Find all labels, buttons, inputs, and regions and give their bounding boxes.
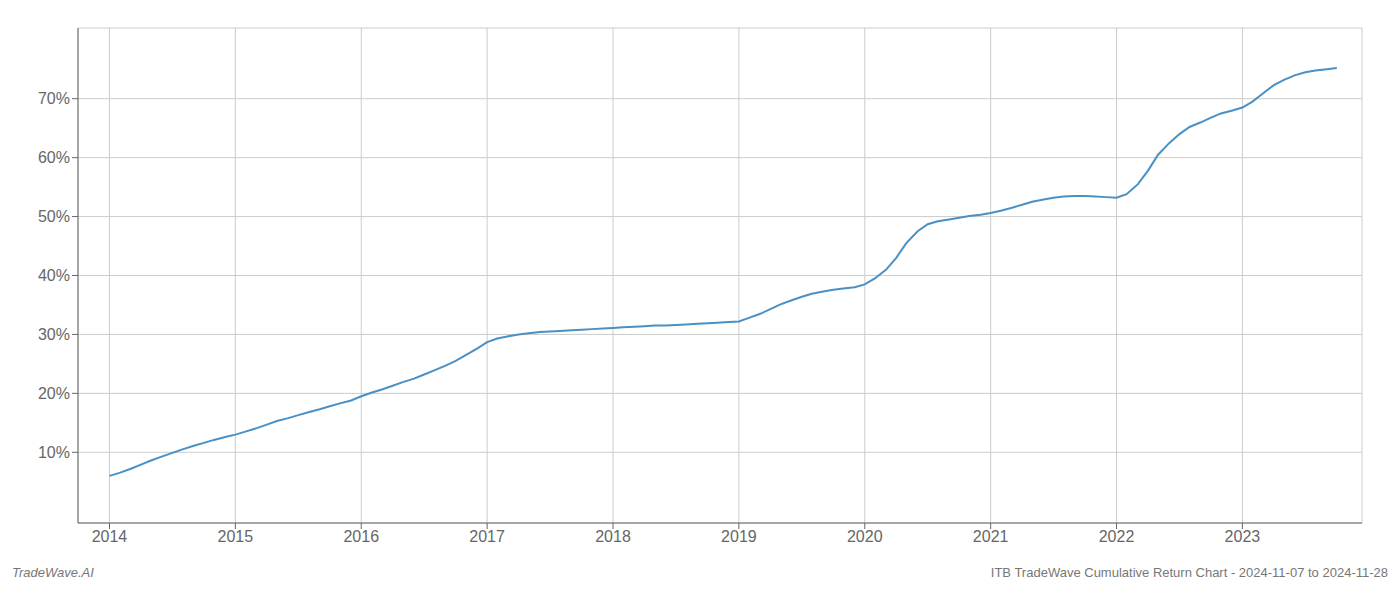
svg-text:2022: 2022 bbox=[1099, 528, 1135, 545]
svg-text:2016: 2016 bbox=[343, 528, 379, 545]
svg-text:2023: 2023 bbox=[1225, 528, 1261, 545]
svg-text:2020: 2020 bbox=[847, 528, 883, 545]
svg-text:2017: 2017 bbox=[469, 528, 505, 545]
svg-text:2014: 2014 bbox=[92, 528, 128, 545]
svg-text:2019: 2019 bbox=[721, 528, 757, 545]
svg-text:2015: 2015 bbox=[218, 528, 254, 545]
svg-text:60%: 60% bbox=[38, 149, 70, 166]
svg-text:20%: 20% bbox=[38, 385, 70, 402]
svg-text:50%: 50% bbox=[38, 208, 70, 225]
svg-text:30%: 30% bbox=[38, 326, 70, 343]
html-text:ITB TradeWave Cumulative Retur: ITB TradeWave Cumulative Return Chart - … bbox=[990, 565, 1388, 580]
svg-text:2018: 2018 bbox=[595, 528, 631, 545]
svg-text:2021: 2021 bbox=[973, 528, 1009, 545]
svg-text:40%: 40% bbox=[38, 267, 70, 284]
svg-text:10%: 10% bbox=[38, 444, 70, 461]
html-text:TradeWave.AI: TradeWave.AI bbox=[12, 565, 94, 580]
svg-text:70%: 70% bbox=[38, 90, 70, 107]
